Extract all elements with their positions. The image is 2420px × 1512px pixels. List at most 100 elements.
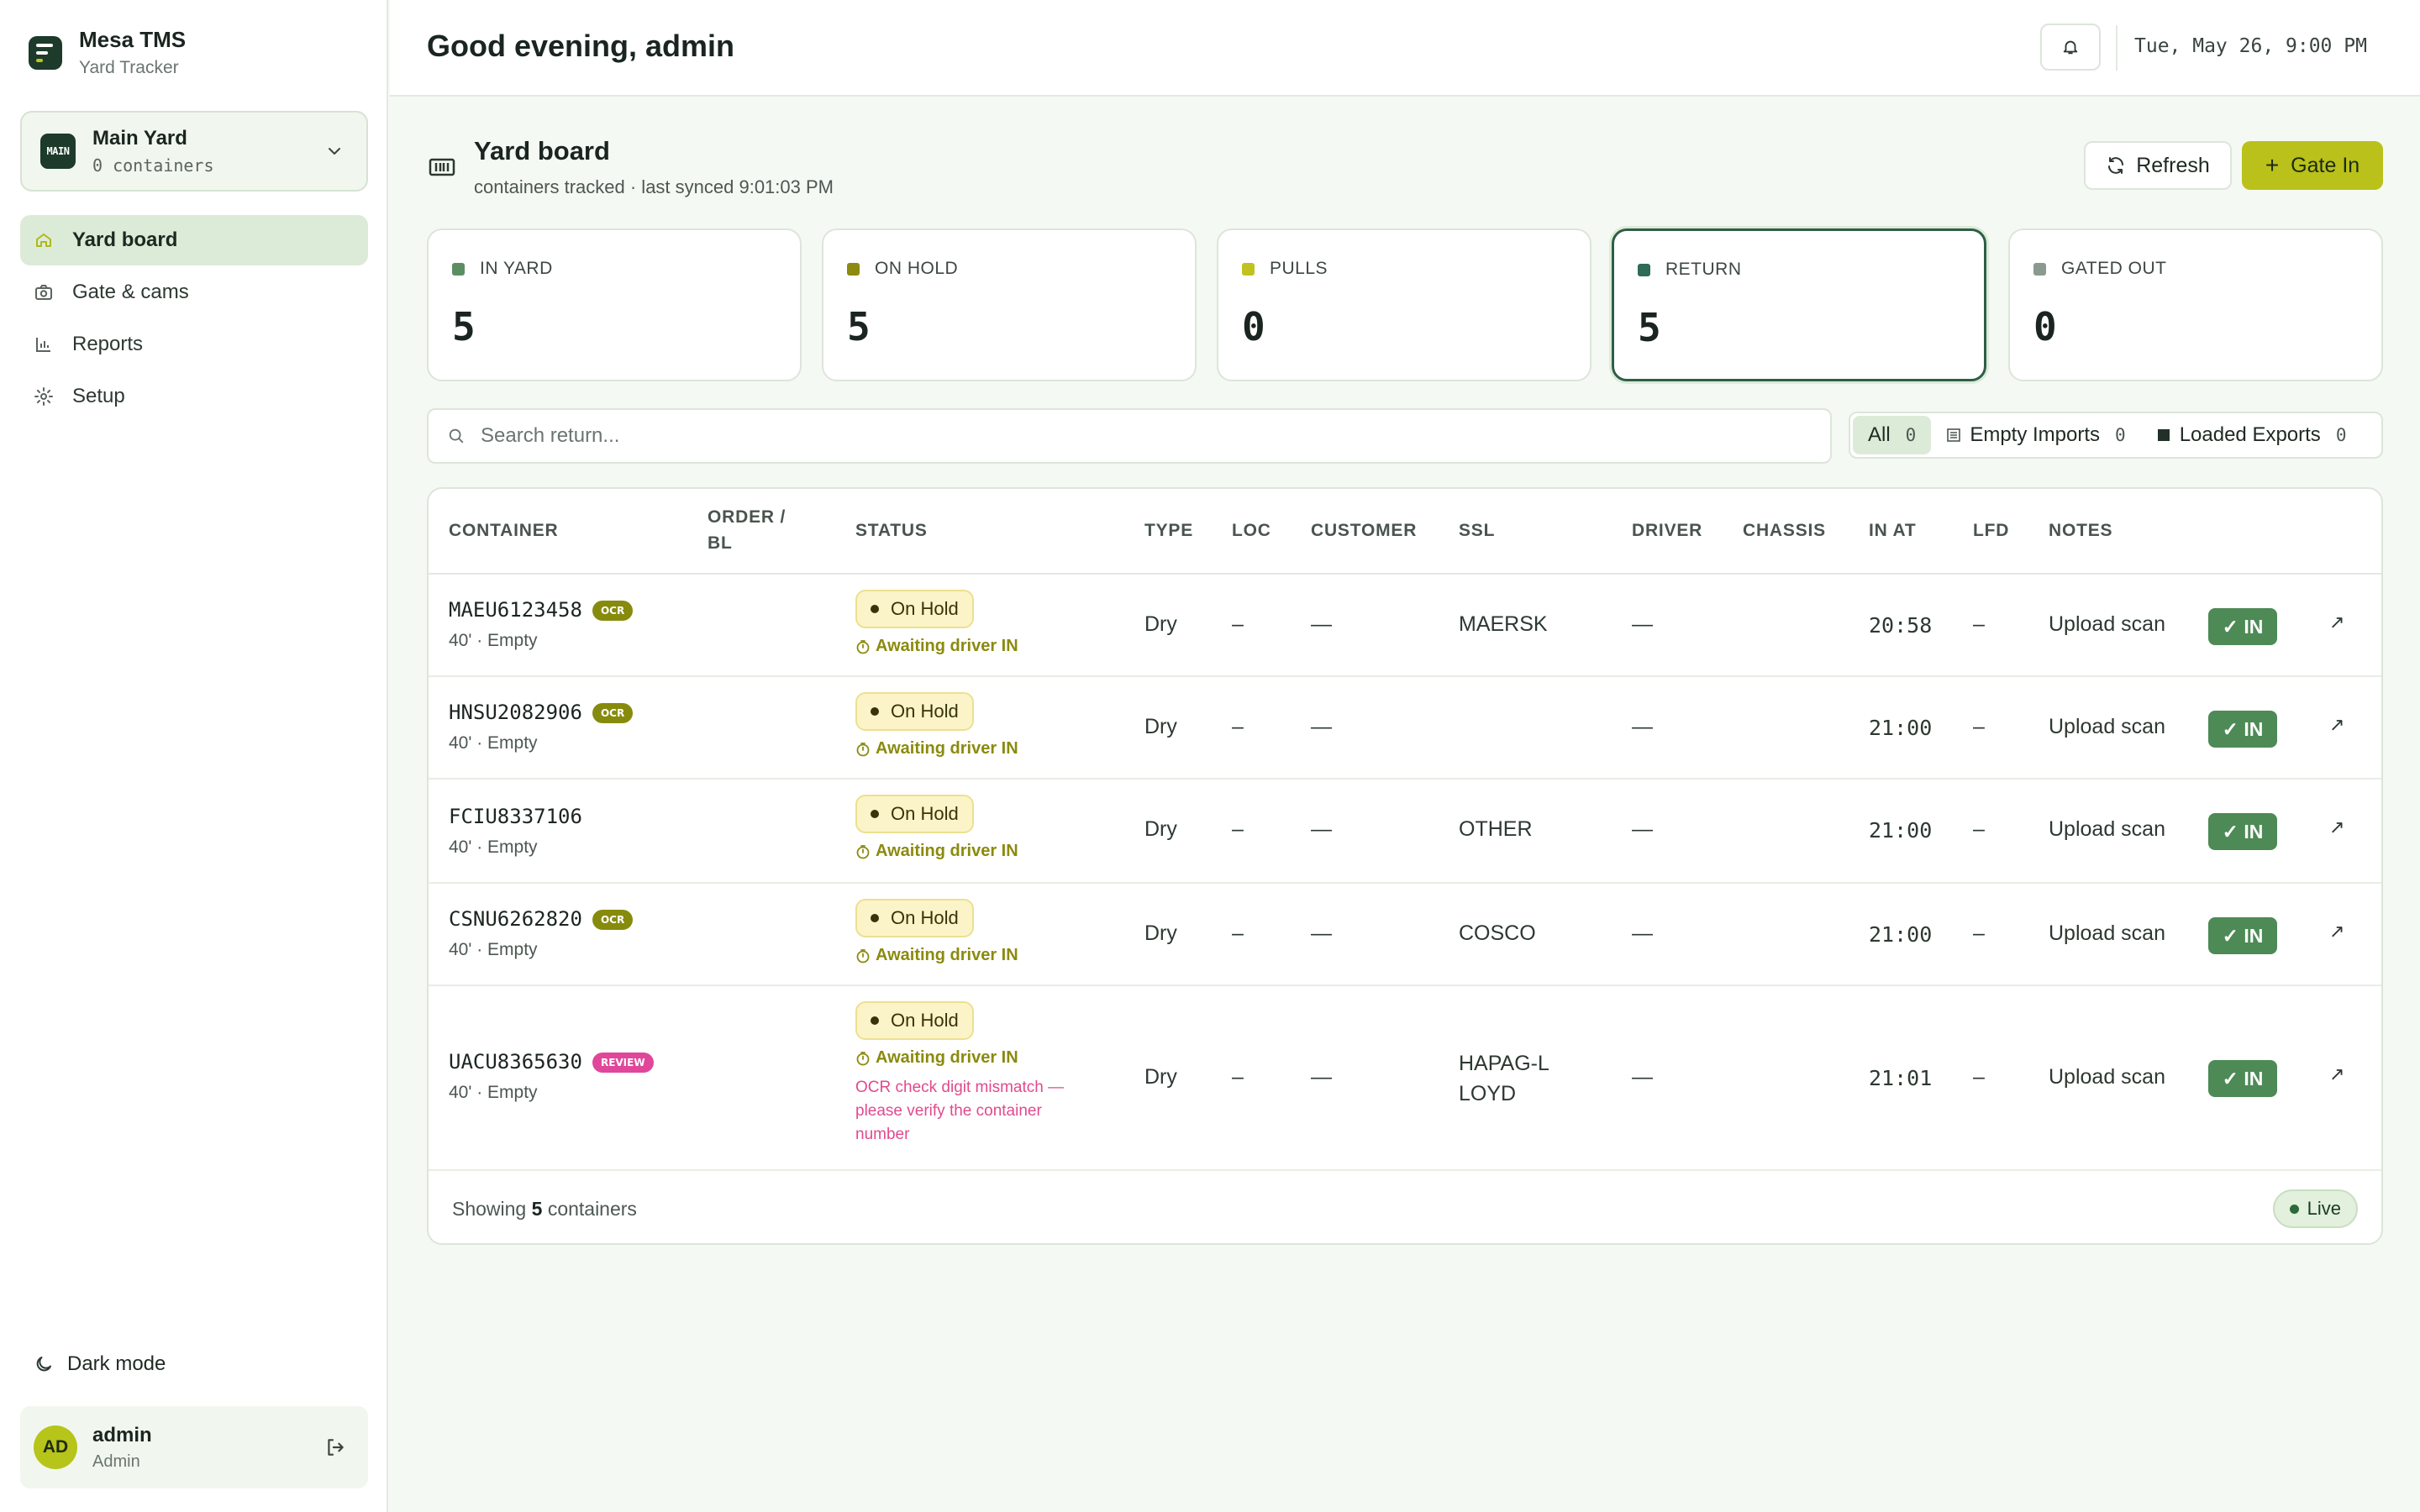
open-external-icon[interactable]: ↗ [2329, 714, 2345, 735]
upload-scan-link[interactable]: Upload scan [2049, 612, 2165, 636]
column-header[interactable]: NOTES [2049, 521, 2113, 540]
yard-selector[interactable]: MAIN Main Yard 0 containers [20, 111, 368, 192]
status-label: On Hold [891, 803, 959, 824]
status-label: On Hold [891, 598, 959, 619]
stat-card-gated-out[interactable]: GATED OUT 0 [2008, 228, 2383, 381]
table-row[interactable]: CSNU6262820 OCR 40' · Empty On Hold Await… [429, 884, 2381, 986]
showing-prefix: Showing [452, 1198, 527, 1220]
upload-scan-link[interactable]: Upload scan [2049, 817, 2165, 841]
sidebar-item-gate-cams[interactable]: Gate & cams [20, 267, 368, 318]
stat-card-in-yard[interactable]: IN YARD 5 [427, 228, 802, 381]
page-subtitle: containers tracked · last synced 9:01:03… [474, 176, 834, 197]
stat-value: 0 [2033, 304, 2057, 349]
showing-number: 5 [531, 1198, 543, 1220]
stat-card-pulls[interactable]: PULLS 0 [1217, 228, 1591, 381]
container-id: FCIU8337106 [449, 805, 582, 828]
cell-customer: — [1311, 715, 1332, 738]
column-header[interactable]: DRIVER [1632, 521, 1703, 540]
barcode-icon [429, 158, 455, 176]
gate-in-row-button[interactable]: ✓ IN [2208, 1060, 2277, 1097]
sidebar-item-label: Setup [72, 385, 125, 407]
gate-in-button[interactable]: + Gate In [2242, 141, 2383, 190]
table-row[interactable]: UACU8365630 REVIEW 40' · Empty On Hold Aw… [429, 986, 2381, 1171]
filter-count: 0 [1905, 425, 1917, 445]
stat-card-return[interactable]: RETURN 5 [1612, 228, 1986, 381]
filter-tabs: All 0 Empty Imports 0 Loaded Exports 0 [1849, 412, 2383, 459]
stat-card-on-hold[interactable]: ON HOLD 5 [822, 228, 1197, 381]
yard-container-count: 0 containers [92, 155, 214, 176]
container-id: UACU8365630 [449, 1050, 582, 1074]
sidebar-nav: Yard board Gate & cams Reports Setup [20, 215, 368, 423]
open-external-icon[interactable]: ↗ [2329, 612, 2345, 633]
open-external-icon[interactable]: ↗ [2329, 921, 2345, 942]
cell-driver: — [1632, 817, 1653, 841]
gate-in-row-button[interactable]: ✓ IN [2208, 711, 2277, 748]
column-header[interactable]: CHASSIS [1743, 521, 1826, 540]
cell-lfd: – [1973, 921, 1985, 945]
refresh-button[interactable]: Refresh [2084, 141, 2232, 190]
cell-ssl: OTHER [1459, 817, 1533, 841]
container-id: CSNU6262820 [449, 907, 582, 931]
open-external-icon[interactable]: ↗ [2329, 1063, 2345, 1084]
cell-lfd: – [1973, 612, 1985, 636]
filter-loaded-exports[interactable]: Loaded Exports 0 [2141, 416, 2362, 454]
column-header[interactable]: CONTAINER [449, 521, 559, 540]
search-input[interactable] [481, 424, 1791, 448]
upload-scan-link[interactable]: Upload scan [2049, 1065, 2165, 1089]
table-row[interactable]: FCIU8337106 40' · Empty On Hold Awaiting… [429, 780, 2381, 884]
cell-customer: — [1311, 921, 1332, 945]
table-row[interactable]: MAEU6123458 OCR 40' · Empty On Hold Await… [429, 575, 2381, 677]
sidebar-item-yard-board[interactable]: Yard board [20, 215, 368, 265]
awaiting-note: Awaiting driver IN [855, 739, 1018, 759]
status-badge: On Hold [855, 795, 974, 833]
filter-label: All [1868, 423, 1891, 446]
bell-icon [2063, 40, 2078, 55]
logout-icon[interactable] [324, 1436, 346, 1458]
stat-value: 0 [1242, 304, 1265, 349]
app-subtitle: Yard Tracker [79, 58, 179, 77]
sidebar-item-reports[interactable]: Reports [20, 319, 368, 370]
cell-ssl: COSCO [1459, 921, 1536, 945]
column-header[interactable]: LOC [1232, 521, 1271, 540]
gate-in-row-button[interactable]: ✓ IN [2208, 813, 2277, 850]
container-size-state: 40' · Empty [449, 1083, 538, 1102]
search-icon [449, 428, 464, 444]
sidebar-item-setup[interactable]: Setup [20, 371, 368, 422]
cell-driver: — [1632, 921, 1653, 945]
open-external-icon[interactable]: ↗ [2329, 816, 2345, 837]
table-row[interactable]: HNSU2082906 OCR 40' · Empty On Hold Await… [429, 677, 2381, 780]
live-badge: Live [2272, 1189, 2358, 1228]
dark-mode-toggle[interactable]: Dark mode [34, 1352, 166, 1376]
column-header[interactable]: ORDER / [708, 507, 786, 527]
stat-value: 5 [1638, 305, 1661, 350]
gate-in-row-button[interactable]: ✓ IN [2208, 917, 2277, 954]
filter-empty-imports[interactable]: Empty Imports 0 [1931, 416, 2140, 454]
gate-in-row-button[interactable]: ✓ IN [2208, 608, 2277, 645]
plus-icon: + [2265, 152, 2280, 178]
container-size-state: 40' · Empty [449, 733, 538, 753]
column-header[interactable]: IN AT [1869, 521, 1917, 540]
container-id: MAEU6123458 [449, 598, 582, 622]
awaiting-label: Awaiting driver IN [876, 946, 1018, 964]
notifications-button[interactable] [2040, 24, 2101, 71]
column-header[interactable]: BL [708, 533, 733, 553]
timer-icon [856, 844, 870, 858]
divider [2116, 25, 2118, 71]
column-header[interactable]: SSL [1459, 521, 1496, 540]
container-size-state: 40' · Empty [449, 631, 538, 650]
cell-ssl: MAERSK [1459, 612, 1548, 636]
container-id: HNSU2082906 [449, 701, 582, 724]
upload-scan-link[interactable]: Upload scan [2049, 921, 2165, 945]
cell-in-at: 21:00 [1869, 716, 1933, 740]
awaiting-note: Awaiting driver IN [855, 842, 1018, 861]
upload-scan-link[interactable]: Upload scan [2049, 715, 2165, 738]
filter-all[interactable]: All 0 [1853, 416, 1932, 454]
column-header[interactable]: LFD [1973, 521, 2010, 540]
status-label: On Hold [891, 907, 959, 928]
status-dot [452, 262, 465, 276]
column-header[interactable]: TYPE [1144, 521, 1194, 540]
column-header[interactable]: CUSTOMER [1311, 521, 1418, 540]
avatar: AD [34, 1425, 77, 1469]
column-header[interactable]: STATUS [855, 521, 928, 540]
awaiting-note: Awaiting driver IN [855, 946, 1018, 965]
